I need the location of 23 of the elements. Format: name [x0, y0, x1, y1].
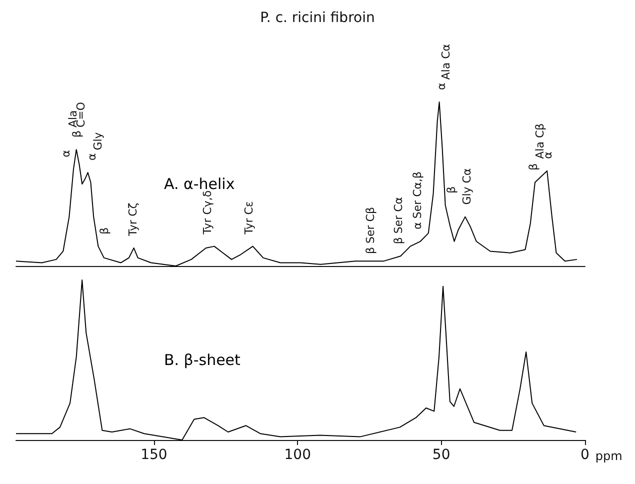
annotation: α Ser Cα,β [410, 171, 424, 230]
x-axis-title: ppm [595, 449, 622, 463]
annotation: β Ser Cβ [364, 207, 377, 254]
annotation: β [444, 186, 458, 194]
annotation: Gly [92, 132, 105, 150]
annotation: Gly Cα [460, 168, 474, 205]
x-tick-label: 0 [580, 447, 590, 463]
annotation: β Ser Cα [392, 196, 405, 244]
x-tick-label: 100 [284, 447, 311, 463]
annotation: α [86, 153, 99, 161]
chart-title: P. c. ricini fibroin [260, 10, 375, 26]
annotation: α [60, 150, 73, 158]
x-tick-label: 150 [140, 447, 168, 463]
annotation: Tyr Cζ [126, 202, 140, 237]
x-tick-label: 50 [432, 447, 450, 463]
text: B. β-sheet [164, 351, 241, 369]
text: α [435, 82, 448, 90]
annotation: β [526, 163, 540, 170]
annotation: Tyr Cγ,δ [201, 190, 214, 236]
annotation: β [70, 130, 84, 138]
text: Ala Cα [440, 44, 453, 80]
annotation: β [98, 227, 112, 234]
annotation: Tyr Cε [242, 201, 256, 236]
